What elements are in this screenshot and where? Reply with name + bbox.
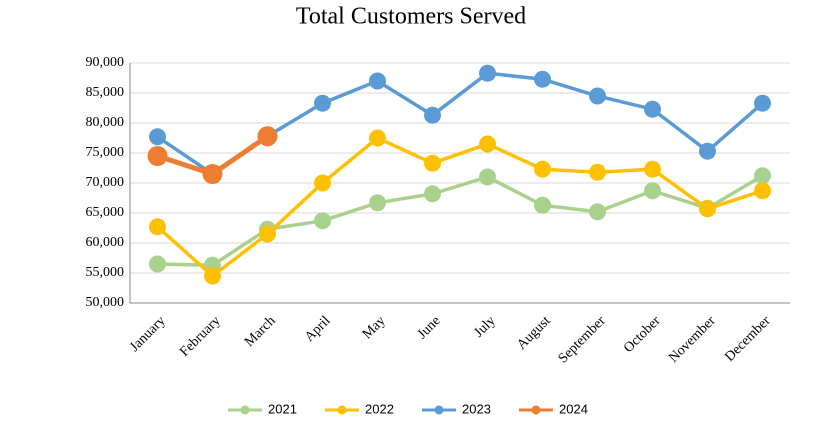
point: [202, 164, 223, 184]
x-tick-label: January: [127, 313, 168, 354]
x-tick-label: December: [722, 313, 774, 365]
point: [149, 128, 166, 146]
point: [369, 72, 386, 90]
point: [754, 167, 771, 185]
y-tick-label: 50,000: [86, 295, 125, 310]
point: [314, 212, 331, 230]
point: [699, 200, 716, 218]
point: [257, 126, 278, 147]
point: [644, 182, 661, 200]
x-tick-label: July: [471, 313, 498, 340]
x-tick-label: August: [514, 313, 553, 352]
x-tick-label: February: [177, 313, 223, 359]
point: [369, 129, 386, 147]
y-tick-label: 90,000: [86, 55, 125, 70]
point: [754, 182, 771, 200]
point: [149, 255, 166, 273]
x-tick-label: May: [360, 313, 389, 342]
y-tick-label: 65,000: [86, 205, 125, 220]
y-tick-label: 55,000: [86, 265, 125, 280]
legend-marker: [531, 405, 541, 415]
point: [479, 135, 496, 153]
point: [204, 267, 221, 285]
point: [589, 203, 606, 221]
point: [424, 106, 441, 124]
point: [259, 225, 276, 243]
point: [479, 64, 496, 82]
legend-label: 2024: [559, 401, 588, 416]
x-tick-label: September: [556, 313, 609, 366]
point: [699, 142, 716, 160]
x-tick-label: November: [666, 313, 719, 366]
point: [589, 163, 606, 181]
legend-label: 2022: [365, 401, 394, 416]
x-tick-label: April: [302, 313, 334, 345]
y-tick-label: 60,000: [86, 235, 125, 250]
point: [369, 194, 386, 212]
point: [479, 168, 496, 186]
legend-marker: [240, 405, 250, 415]
x-tick-label: October: [621, 313, 664, 356]
legend-label: 2023: [462, 401, 491, 416]
legend-marker: [434, 405, 444, 415]
point: [147, 146, 168, 166]
y-tick-label: 75,000: [86, 145, 125, 160]
point: [424, 154, 441, 172]
y-tick-label: 80,000: [86, 115, 125, 130]
x-tick-label: March: [242, 313, 278, 349]
point: [644, 160, 661, 178]
x-tick-label: June: [415, 313, 444, 342]
point: [534, 70, 551, 88]
legend-label: 2021: [268, 401, 297, 416]
point: [534, 160, 551, 178]
point: [314, 94, 331, 112]
point: [424, 185, 441, 203]
legend-marker: [337, 405, 347, 415]
point: [534, 196, 551, 214]
point: [644, 100, 661, 118]
series-line: [156, 135, 764, 279]
series-line: [157, 174, 764, 267]
point: [754, 94, 771, 112]
series-line: [156, 71, 764, 177]
point: [314, 174, 331, 192]
y-tick-label: 85,000: [86, 85, 125, 100]
point: [149, 218, 166, 236]
chart-title: Total Customers Served: [296, 4, 526, 30]
point: [589, 87, 606, 105]
y-tick-label: 70,000: [86, 175, 125, 190]
